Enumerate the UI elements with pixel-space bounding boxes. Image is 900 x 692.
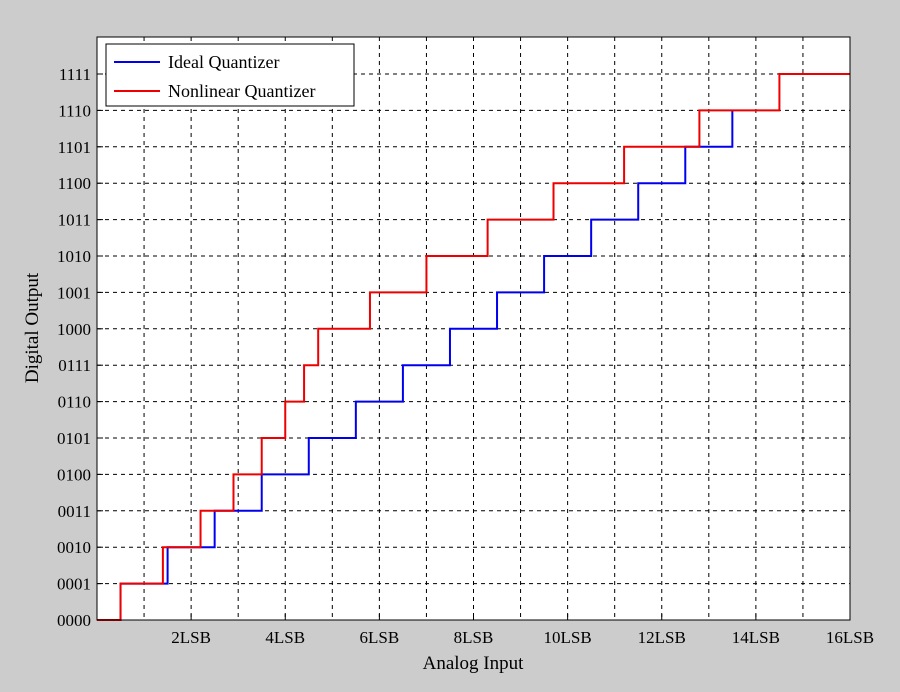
- legend-box: [105, 43, 355, 107]
- grid-lines: [97, 37, 850, 620]
- y-tick-label: 0101: [57, 429, 91, 448]
- y-tick-label: 0011: [58, 502, 91, 521]
- legend: Ideal Quantizer Nonlinear Quantizer: [105, 43, 355, 107]
- y-tick-label: 1110: [58, 101, 91, 120]
- series-line-nonlinear: [97, 73, 850, 621]
- x-tick-label: 2LSB: [171, 628, 211, 647]
- tick-labels: 2LSB 4LSB 6LSB 8LSB 10LSB 12LSB 14LSB 16LSB 0000…: [57, 65, 874, 647]
- y-tick-label: 0010: [57, 538, 91, 557]
- x-tick-label: 10LSB: [544, 628, 592, 647]
- y-tick-label: 1000: [57, 320, 91, 339]
- x-tick-label: 14LSB: [732, 628, 780, 647]
- legend-label-ideal: Ideal Quantizer: [168, 52, 279, 72]
- x-tick-label: 16LSB: [826, 628, 874, 647]
- x-tick-label: 6LSB: [360, 628, 400, 647]
- x-axis-title: Analog Input: [423, 653, 525, 674]
- y-tick-label: 1111: [59, 65, 91, 84]
- y-tick-label: 0110: [58, 393, 91, 412]
- y-axis-title: Digital Output: [22, 272, 43, 383]
- y-tick-label: 0111: [58, 356, 91, 375]
- y-tick-label: 1101: [58, 138, 91, 157]
- x-tick-label: 8LSB: [454, 628, 494, 647]
- y-tick-label: 1001: [57, 283, 91, 302]
- y-tick-label: 0000: [57, 611, 91, 630]
- legend-label-nonlinear: Nonlinear Quantizer: [168, 81, 315, 101]
- series-lines: [97, 73, 850, 621]
- x-tick-label: 4LSB: [265, 628, 305, 647]
- x-tick-label: 12LSB: [638, 628, 686, 647]
- y-tick-label: 0100: [57, 465, 91, 484]
- y-tick-label: 1100: [58, 174, 91, 193]
- y-tick-label: 1010: [57, 247, 91, 266]
- y-tick-label: 0001: [57, 575, 91, 594]
- y-tick-label: 1011: [58, 211, 91, 230]
